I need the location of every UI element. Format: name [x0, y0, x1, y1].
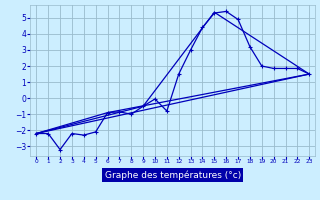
X-axis label: Graphe des températures (°c): Graphe des températures (°c)	[105, 170, 241, 180]
